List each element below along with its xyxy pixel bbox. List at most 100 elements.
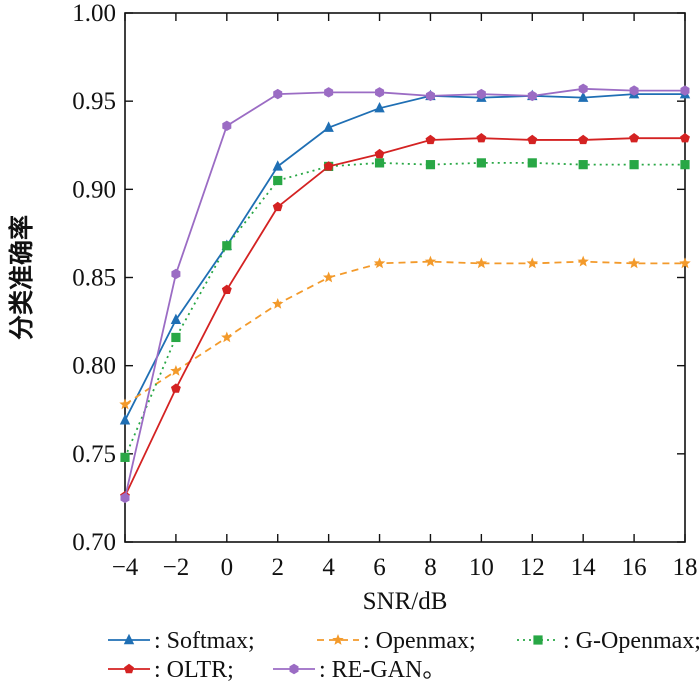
data-point-softmax bbox=[374, 102, 385, 113]
data-point-re-gan bbox=[629, 85, 639, 96]
data-point-oltr bbox=[425, 134, 436, 145]
data-point-re-gan bbox=[120, 492, 130, 504]
data-point-re-gan bbox=[324, 87, 334, 98]
data-point-g-openmax bbox=[425, 160, 436, 170]
data-point-openmax bbox=[221, 331, 233, 343]
series-openmax bbox=[119, 255, 691, 410]
data-point-openmax bbox=[679, 257, 691, 269]
data-point-g-openmax bbox=[680, 160, 690, 170]
series-layer bbox=[119, 83, 691, 504]
x-axis-title: SNR/dB bbox=[363, 588, 448, 615]
series-re-gan bbox=[120, 83, 690, 504]
data-point-re-gan bbox=[375, 87, 385, 98]
legend-marker-softmax bbox=[123, 633, 135, 645]
data-point-openmax bbox=[526, 257, 538, 269]
y-tick-label: 1.00 bbox=[72, 0, 116, 27]
x-tick-label: 2 bbox=[271, 554, 284, 581]
x-tick-label: 10 bbox=[469, 554, 494, 581]
legend-marker-openmax bbox=[332, 634, 344, 645]
x-tick-label: 16 bbox=[622, 554, 647, 581]
legend-label-re-gan: : RE-GAN。 bbox=[319, 657, 446, 683]
x-tick-label: 4 bbox=[322, 554, 335, 581]
data-point-re-gan bbox=[222, 120, 232, 132]
series-line-re-gan bbox=[124, 87, 685, 499]
series-line-openmax bbox=[124, 260, 685, 406]
series-line-softmax bbox=[124, 93, 685, 421]
data-point-openmax bbox=[170, 364, 182, 376]
legend-label-softmax: : Softmax; bbox=[154, 628, 255, 654]
data-point-oltr bbox=[476, 133, 487, 143]
data-point-g-openmax bbox=[273, 175, 283, 186]
x-tick-label: 18 bbox=[673, 554, 698, 581]
x-tick-label: 12 bbox=[520, 554, 545, 581]
y-axis: 0.70 0.75 0.80 0.85 0.90 0.95 1.00 bbox=[72, 0, 685, 556]
data-point-openmax bbox=[119, 398, 131, 410]
data-point-re-gan bbox=[527, 90, 537, 102]
data-point-openmax bbox=[373, 257, 386, 269]
data-point-g-openmax bbox=[374, 158, 385, 168]
data-point-oltr bbox=[680, 133, 690, 143]
x-axis: −4 −2 0 2 4 6 8 10 12 14 16 18 bbox=[112, 13, 698, 581]
data-point-softmax bbox=[119, 414, 131, 425]
data-point-oltr bbox=[272, 201, 283, 212]
data-point-g-openmax bbox=[171, 332, 181, 343]
y-axis-title: 分类准确率 bbox=[7, 215, 36, 340]
data-point-oltr bbox=[629, 133, 640, 143]
legend-item-softmax: : Softmax; bbox=[108, 628, 255, 654]
legend-item-openmax: : Openmax; bbox=[317, 628, 476, 654]
series-line-g-openmax bbox=[124, 161, 685, 458]
data-point-openmax bbox=[628, 257, 640, 269]
y-tick-label: 0.75 bbox=[72, 441, 116, 468]
legend-label-oltr: : OLTR; bbox=[154, 657, 234, 683]
legend-label-g-openmax: : G-Openmax; bbox=[563, 628, 700, 654]
data-point-oltr bbox=[527, 134, 538, 145]
data-point-g-openmax bbox=[476, 158, 486, 168]
y-tick-label: 0.70 bbox=[72, 529, 116, 556]
data-point-re-gan bbox=[273, 88, 283, 100]
legend-item-oltr: : OLTR; bbox=[108, 657, 234, 683]
data-point-re-gan bbox=[680, 85, 690, 96]
data-point-g-openmax bbox=[120, 452, 130, 462]
data-point-softmax bbox=[577, 91, 589, 102]
legend-item-re-gan: : RE-GAN。 bbox=[273, 657, 446, 683]
data-point-openmax bbox=[322, 271, 335, 283]
series-line-oltr bbox=[124, 137, 685, 497]
data-point-softmax bbox=[170, 313, 182, 325]
y-tick-label: 0.90 bbox=[72, 176, 116, 203]
x-tick-label: 0 bbox=[221, 554, 234, 581]
data-point-openmax bbox=[475, 257, 488, 269]
data-point-oltr bbox=[374, 148, 385, 159]
data-point-re-gan bbox=[171, 268, 181, 280]
data-point-softmax bbox=[272, 160, 283, 171]
legend-item-g-openmax: : G-Openmax; bbox=[517, 628, 700, 654]
data-point-re-gan bbox=[578, 83, 588, 95]
data-point-oltr bbox=[578, 134, 589, 145]
data-point-re-gan bbox=[476, 88, 486, 100]
data-point-openmax bbox=[577, 255, 589, 267]
legend-marker-oltr bbox=[124, 663, 134, 674]
legend: : Softmax; : Openmax; : G-Openmax; : OLTR;:… bbox=[108, 628, 700, 683]
legend-label-openmax: : Openmax; bbox=[363, 628, 476, 654]
data-point-softmax bbox=[323, 121, 334, 132]
data-point-oltr bbox=[170, 383, 181, 393]
x-tick-label: 6 bbox=[373, 554, 386, 581]
data-point-openmax bbox=[272, 297, 284, 309]
data-point-g-openmax bbox=[222, 241, 232, 251]
y-tick-label: 0.80 bbox=[72, 353, 116, 380]
x-tick-label: 8 bbox=[424, 554, 437, 581]
data-point-oltr bbox=[323, 161, 334, 171]
legend-marker-re-gan bbox=[289, 663, 299, 675]
data-point-openmax bbox=[424, 255, 437, 267]
data-point-g-openmax bbox=[629, 160, 639, 170]
x-tick-label: −2 bbox=[163, 554, 190, 581]
y-tick-label: 0.85 bbox=[72, 265, 116, 292]
data-point-oltr bbox=[221, 284, 232, 295]
x-tick-label: −4 bbox=[112, 554, 139, 581]
series-g-openmax bbox=[120, 158, 690, 462]
data-point-re-gan bbox=[425, 90, 435, 102]
legend-marker-g-openmax bbox=[533, 635, 543, 645]
data-point-g-openmax bbox=[578, 160, 588, 170]
y-tick-label: 0.95 bbox=[72, 88, 116, 115]
x-tick-label: 14 bbox=[571, 554, 597, 581]
